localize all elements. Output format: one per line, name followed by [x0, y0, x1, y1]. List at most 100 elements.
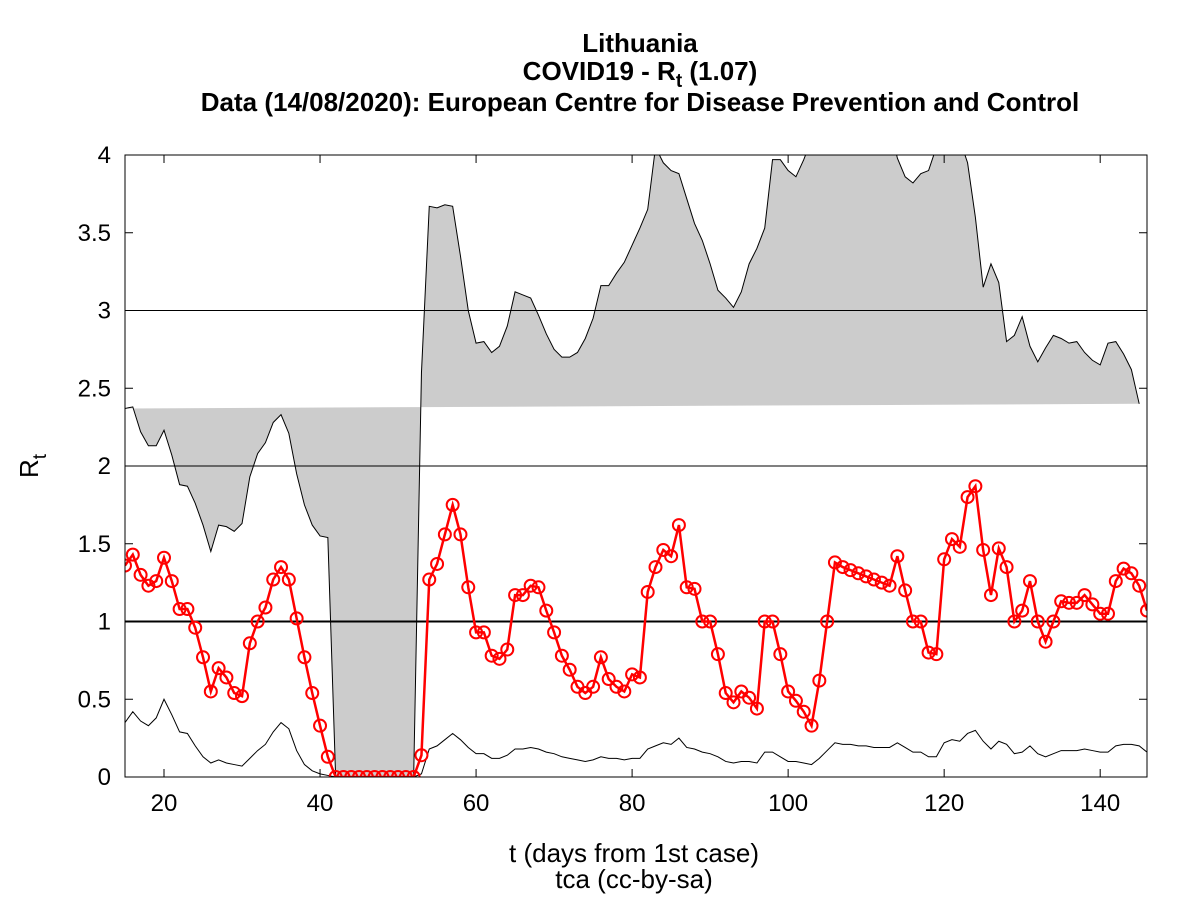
- rt-marker: [375, 770, 390, 777]
- rt-marker: [1132, 578, 1147, 593]
- rt-marker: [141, 578, 156, 593]
- y-tick-label: 0: [98, 764, 111, 791]
- y-tick-label: 4: [98, 142, 111, 169]
- rt-marker: [531, 580, 546, 595]
- rt-marker: [601, 672, 616, 687]
- rt-marker: [469, 625, 484, 640]
- rt-marker: [671, 518, 686, 533]
- rt-marker: [921, 645, 936, 660]
- title-line: Data (14/08/2020): European Centre for D…: [201, 87, 1079, 117]
- rt-marker: [547, 625, 562, 640]
- rt-marker: [859, 569, 874, 584]
- rt-marker: [274, 560, 289, 575]
- rt-marker: [851, 566, 866, 581]
- rt-marker: [882, 578, 897, 593]
- rt-marker: [297, 650, 312, 665]
- x-axis-label: t (days from 1st case): [509, 838, 759, 868]
- y-tick-label: 1: [98, 609, 111, 636]
- rt-marker: [695, 614, 710, 629]
- rt-marker: [617, 684, 632, 699]
- rt-marker: [125, 558, 132, 573]
- title-subscript: t: [676, 71, 683, 92]
- y-tick-label: 1.5: [78, 531, 111, 558]
- rt-marker: [765, 614, 780, 629]
- rt-marker: [313, 718, 328, 733]
- rt-marker: [133, 567, 148, 582]
- rt-marker: [227, 686, 242, 701]
- rt-marker: [687, 581, 702, 596]
- rt-marker: [445, 497, 460, 512]
- rt-marker: [804, 718, 819, 733]
- rt-marker: [905, 614, 920, 629]
- rt-marker: [523, 578, 538, 593]
- rt-marker: [625, 667, 640, 682]
- rt-marker: [749, 701, 764, 716]
- rt-marker: [1046, 614, 1061, 629]
- rt-marker: [898, 583, 913, 598]
- rt-marker: [422, 572, 437, 587]
- rt-marker: [149, 574, 164, 589]
- rt-marker: [586, 679, 601, 694]
- rt-marker: [999, 560, 1014, 575]
- rt-marker: [196, 650, 211, 665]
- y-tick-label: 2.5: [78, 375, 111, 402]
- rt-marker: [827, 555, 842, 570]
- rt-marker: [866, 572, 881, 587]
- rt-marker: [539, 603, 554, 618]
- rt-marker: [812, 673, 827, 688]
- rt-marker: [359, 770, 374, 777]
- rt-marker: [929, 647, 944, 662]
- rt-marker: [258, 600, 273, 615]
- rt-marker: [383, 770, 398, 777]
- x-tick-label: 60: [463, 790, 490, 817]
- rt-marker: [1140, 603, 1147, 618]
- rt-marker: [1077, 588, 1092, 603]
- rt-marker: [609, 679, 624, 694]
- rt-marker: [960, 490, 975, 505]
- rt-marker: [305, 686, 320, 701]
- rt-marker: [1038, 634, 1053, 649]
- y-label-subscript: t: [30, 453, 51, 459]
- rt-marker: [1054, 594, 1069, 609]
- rt-marker: [1007, 614, 1022, 629]
- confidence-band: [125, 155, 1140, 777]
- rt-marker: [1085, 597, 1100, 612]
- rt-marker: [157, 550, 172, 565]
- rt-marker: [172, 602, 187, 617]
- rt-marker: [484, 648, 499, 663]
- band-upper: [125, 155, 1140, 777]
- rt-marker: [820, 614, 835, 629]
- rt-marker: [991, 541, 1006, 556]
- rt-marker: [211, 661, 226, 676]
- rt-marker: [1124, 566, 1139, 581]
- rt-marker: [125, 547, 140, 562]
- rt-marker: [976, 542, 991, 557]
- rt-marker: [250, 614, 265, 629]
- rt-marker: [562, 662, 577, 677]
- rt-marker: [508, 588, 523, 603]
- rt-marker: [344, 770, 359, 777]
- rt-marker: [500, 642, 515, 657]
- rt-marker: [781, 684, 796, 699]
- rt-marker: [461, 580, 476, 595]
- rt-marker: [640, 584, 655, 599]
- x-tick-label: 20: [151, 790, 178, 817]
- rt-line: [125, 482, 1147, 777]
- title-line: Lithuania: [582, 28, 698, 58]
- rt-marker: [710, 647, 725, 662]
- y-tick-label: 3: [98, 298, 111, 325]
- rt-marker: [773, 647, 788, 662]
- x-tick-label: 140: [1080, 790, 1120, 817]
- rt-marker: [1093, 606, 1108, 621]
- rt-marker: [453, 527, 468, 542]
- rt-marker: [203, 684, 218, 699]
- y-label-part: R: [14, 459, 44, 478]
- rt-marker: [320, 749, 335, 764]
- rt-marker: [1061, 595, 1076, 610]
- rt-marker: [188, 620, 203, 635]
- rt-marker: [679, 580, 694, 595]
- rt-marker: [367, 770, 382, 777]
- y-tick-label: 3.5: [78, 220, 111, 247]
- rt-marker: [492, 651, 507, 666]
